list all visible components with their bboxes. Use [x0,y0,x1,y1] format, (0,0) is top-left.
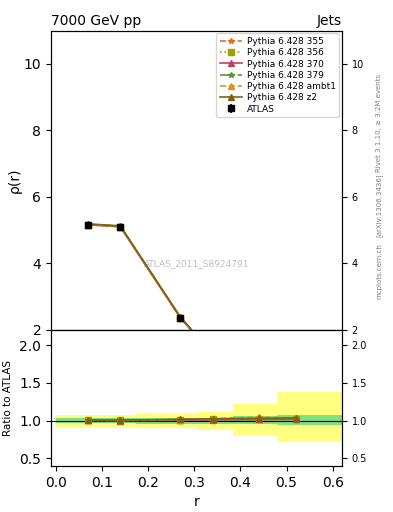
Pythia 6.428 379 [257,370,261,376]
Line: Pythia 6.428 355: Pythia 6.428 355 [85,221,299,379]
Pythia 6.428 370 [210,351,215,357]
Pythia 6.428 ambt1 [178,314,183,321]
Line: Pythia 6.428 370: Pythia 6.428 370 [85,222,299,379]
Pythia 6.428 z2 [118,223,123,229]
Pythia 6.428 z2 [210,351,215,357]
Y-axis label: Ratio to ATLAS: Ratio to ATLAS [3,360,13,436]
Pythia 6.428 379 [86,222,90,228]
Pythia 6.428 z2 [257,370,261,376]
Pythia 6.428 ambt1 [86,221,90,227]
Pythia 6.428 370 [118,224,123,230]
Pythia 6.428 370 [86,222,90,228]
Pythia 6.428 355 [86,221,90,227]
Pythia 6.428 ambt1 [294,373,298,379]
Text: 7000 GeV pp: 7000 GeV pp [51,14,141,28]
Pythia 6.428 z2 [294,373,298,379]
Text: Jets: Jets [317,14,342,28]
Text: mcplots.cern.ch: mcplots.cern.ch [376,243,382,300]
Pythia 6.428 356 [86,222,90,228]
Pythia 6.428 ambt1 [210,351,215,357]
Pythia 6.428 355 [257,370,261,376]
Pythia 6.428 356 [257,370,261,376]
Pythia 6.428 379 [294,374,298,380]
Pythia 6.428 370 [294,374,298,380]
Pythia 6.428 356 [210,351,215,357]
Pythia 6.428 356 [294,374,298,380]
Pythia 6.428 355 [178,314,183,321]
Pythia 6.428 370 [178,315,183,321]
Pythia 6.428 355 [118,223,123,229]
Pythia 6.428 379 [118,223,123,229]
Y-axis label: ρ(r): ρ(r) [8,167,22,193]
Pythia 6.428 z2 [86,221,90,227]
Pythia 6.428 356 [118,223,123,229]
Pythia 6.428 355 [294,373,298,379]
Pythia 6.428 370 [257,370,261,376]
Line: Pythia 6.428 356: Pythia 6.428 356 [85,222,299,379]
Line: Pythia 6.428 379: Pythia 6.428 379 [85,222,299,379]
Line: Pythia 6.428 ambt1: Pythia 6.428 ambt1 [85,221,299,379]
Pythia 6.428 ambt1 [257,370,261,376]
Pythia 6.428 379 [178,314,183,321]
Text: [arXiv:1306.3436]: [arXiv:1306.3436] [376,173,383,237]
Pythia 6.428 356 [178,314,183,321]
Pythia 6.428 z2 [178,314,183,320]
Pythia 6.428 ambt1 [118,223,123,229]
X-axis label: r: r [194,495,199,509]
Text: ATLAS_2011_S8924791: ATLAS_2011_S8924791 [144,260,249,269]
Line: Pythia 6.428 z2: Pythia 6.428 z2 [85,221,299,379]
Text: Rivet 3.1.10, ≥ 3.2M events: Rivet 3.1.10, ≥ 3.2M events [376,74,382,172]
Pythia 6.428 379 [210,351,215,357]
Legend: Pythia 6.428 355, Pythia 6.428 356, Pythia 6.428 370, Pythia 6.428 379, Pythia 6: Pythia 6.428 355, Pythia 6.428 356, Pyth… [216,33,339,117]
Pythia 6.428 355 [210,351,215,357]
